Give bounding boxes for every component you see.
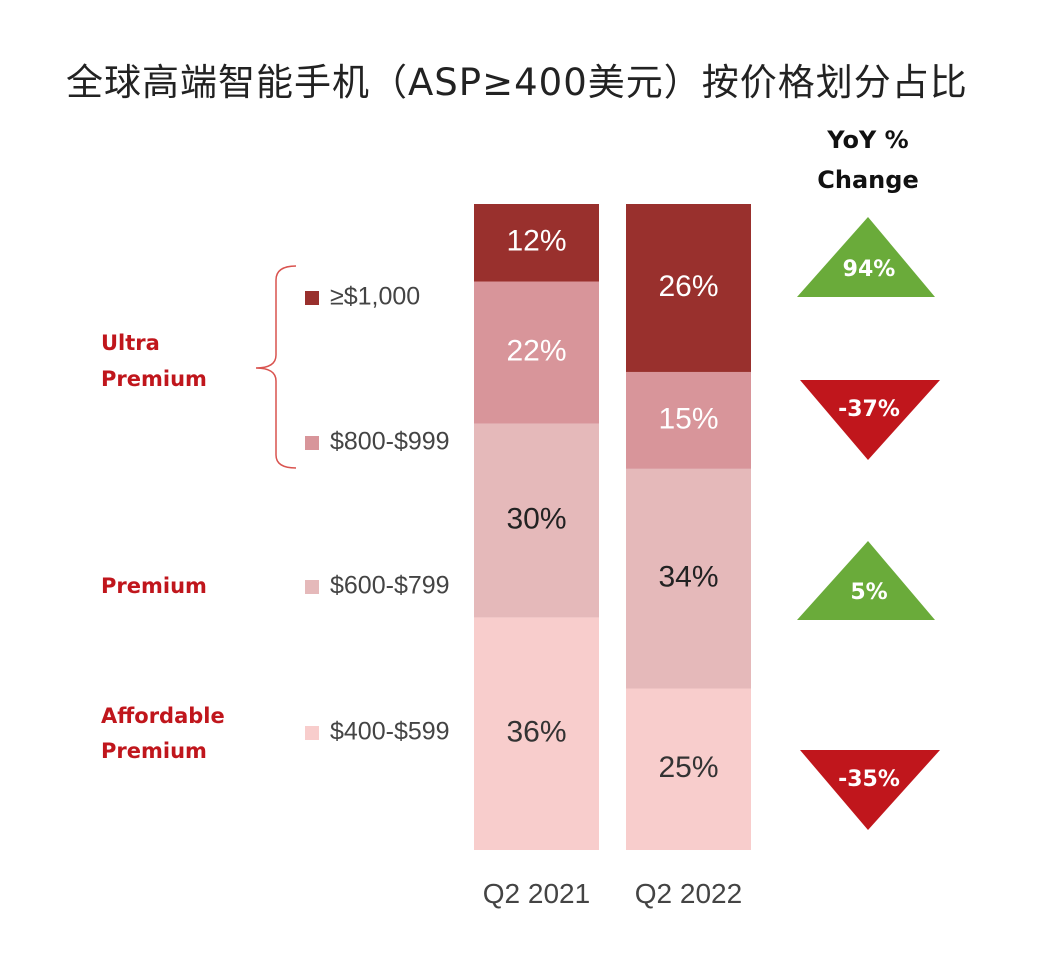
bar-segment xyxy=(474,281,599,424)
yoy-header: YoY % xyxy=(826,126,908,154)
legend-swatch xyxy=(305,580,319,594)
group-label: Premium xyxy=(101,574,207,598)
data-label: 26% xyxy=(658,270,718,303)
bar-segment xyxy=(626,468,751,689)
ultra-premium-brace xyxy=(255,265,297,469)
chart-title: 全球高端智能手机（ASP≥400美元）按价格划分占比 xyxy=(66,61,968,104)
legend-label: ≥$1,000 xyxy=(330,283,420,311)
group-label: Affordable xyxy=(101,704,225,728)
legend-label: $400-$599 xyxy=(330,718,450,746)
yoy-header: Change xyxy=(817,166,918,194)
data-label: 15% xyxy=(658,402,718,435)
group-label: Premium xyxy=(101,739,207,763)
data-label: 25% xyxy=(658,751,718,784)
yoy-value: 94% xyxy=(843,257,896,282)
bar-segment xyxy=(626,688,751,850)
legend-swatch xyxy=(305,726,319,740)
bar-segment xyxy=(626,371,751,469)
x-tick-label: Q2 2021 xyxy=(483,878,590,909)
bar-segment xyxy=(474,617,599,850)
data-label: 34% xyxy=(658,561,718,594)
bar-segment xyxy=(626,204,751,372)
bar-segment xyxy=(474,423,599,618)
data-label: 12% xyxy=(506,225,566,258)
yoy-value: 5% xyxy=(850,580,887,605)
data-label: 36% xyxy=(506,716,566,749)
legend-swatch xyxy=(305,436,319,450)
legend-label: $600-$799 xyxy=(330,572,450,600)
data-label: 30% xyxy=(506,502,566,535)
triangle-down-icon xyxy=(800,380,940,460)
bar-segment xyxy=(474,204,599,282)
triangle-up-icon xyxy=(797,217,935,297)
legend-label: $800-$999 xyxy=(330,428,450,456)
group-label: Ultra xyxy=(101,331,160,355)
group-label: Premium xyxy=(101,367,207,391)
x-tick-label: Q2 2022 xyxy=(635,878,742,909)
data-label: 22% xyxy=(506,335,566,368)
yoy-value: -37% xyxy=(838,397,900,422)
legend-swatch xyxy=(305,291,319,305)
triangle-down-icon xyxy=(800,750,940,830)
triangle-up-icon xyxy=(797,541,935,620)
yoy-value: -35% xyxy=(838,767,900,792)
